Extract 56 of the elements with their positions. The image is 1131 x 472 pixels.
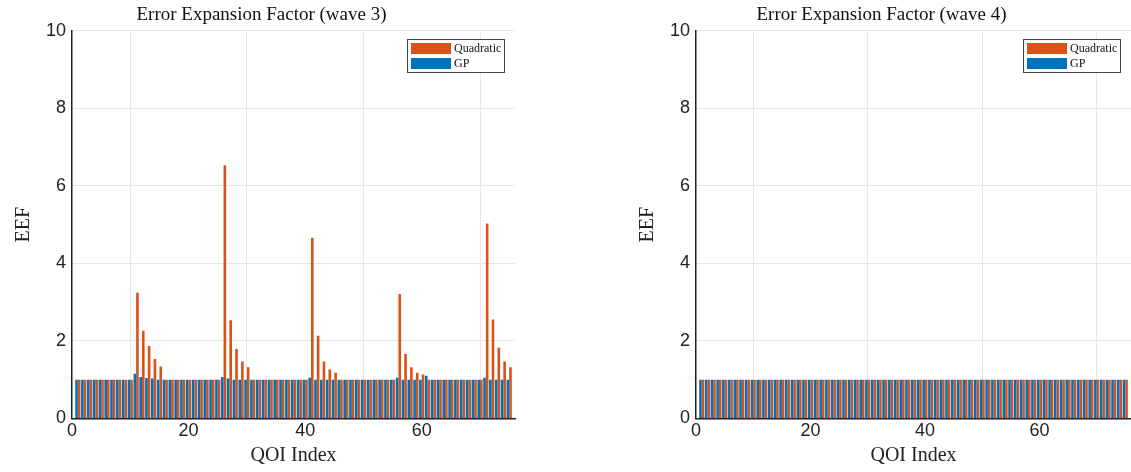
bar	[398, 293, 402, 418]
x-tick-label: 60	[1029, 420, 1050, 441]
bar	[419, 379, 422, 418]
y-tick-label: 10	[45, 19, 67, 40]
bar	[328, 369, 332, 418]
bar	[136, 292, 139, 418]
bar	[311, 237, 314, 418]
chart-title: Error Expansion Factor (wave 3)	[136, 3, 387, 26]
legend-label: GP	[454, 55, 470, 71]
y-tick-label: 10	[669, 19, 691, 40]
y-tick-label: 2	[56, 329, 67, 350]
x-tick-label: 20	[178, 420, 199, 441]
bar	[141, 330, 145, 418]
y-tick-label: 0	[680, 407, 691, 428]
bar	[503, 361, 506, 418]
y-tick-label: 2	[680, 329, 691, 350]
bar	[320, 379, 323, 418]
bar	[238, 379, 242, 418]
bar	[413, 379, 416, 418]
bar	[241, 361, 244, 418]
y-axis-title: EEF	[635, 206, 658, 243]
bar	[489, 379, 492, 418]
x-tick-label: 40	[295, 420, 316, 441]
y-axis-title: EEF	[11, 206, 34, 243]
chart-title: Error Expansion Factor (wave 4)	[756, 3, 1007, 26]
bar	[314, 379, 317, 418]
bar	[246, 367, 250, 418]
bar	[509, 367, 512, 418]
y-tick-label: 6	[680, 174, 691, 195]
bar	[229, 320, 233, 418]
legend-label: Quadratic	[454, 40, 502, 56]
x-axis-title: QOI Index	[870, 443, 957, 466]
bar	[151, 378, 154, 418]
y-tick-label: 0	[56, 407, 67, 428]
y-tick-label: 6	[56, 174, 67, 195]
x-tick-label: 40	[914, 420, 935, 441]
y-tick-label: 8	[680, 97, 691, 118]
bar	[494, 379, 498, 418]
bar	[235, 349, 238, 418]
x-axis-title: QOI Index	[250, 443, 337, 466]
x-tick-label: 20	[800, 420, 821, 441]
legend-label: GP	[1070, 55, 1086, 71]
bar	[145, 378, 148, 418]
y-tick-label: 4	[680, 252, 691, 273]
x-tick-label: 60	[411, 420, 432, 441]
bar	[410, 367, 413, 418]
bar	[159, 366, 163, 418]
bar	[334, 372, 337, 418]
bar	[415, 372, 419, 418]
bar	[404, 354, 407, 418]
bar	[139, 376, 142, 418]
y-tick-label: 4	[56, 252, 67, 273]
y-tick-label: 8	[56, 97, 67, 118]
bar	[244, 379, 247, 418]
legend-label: Quadratic	[1070, 40, 1118, 56]
bar	[407, 379, 411, 418]
